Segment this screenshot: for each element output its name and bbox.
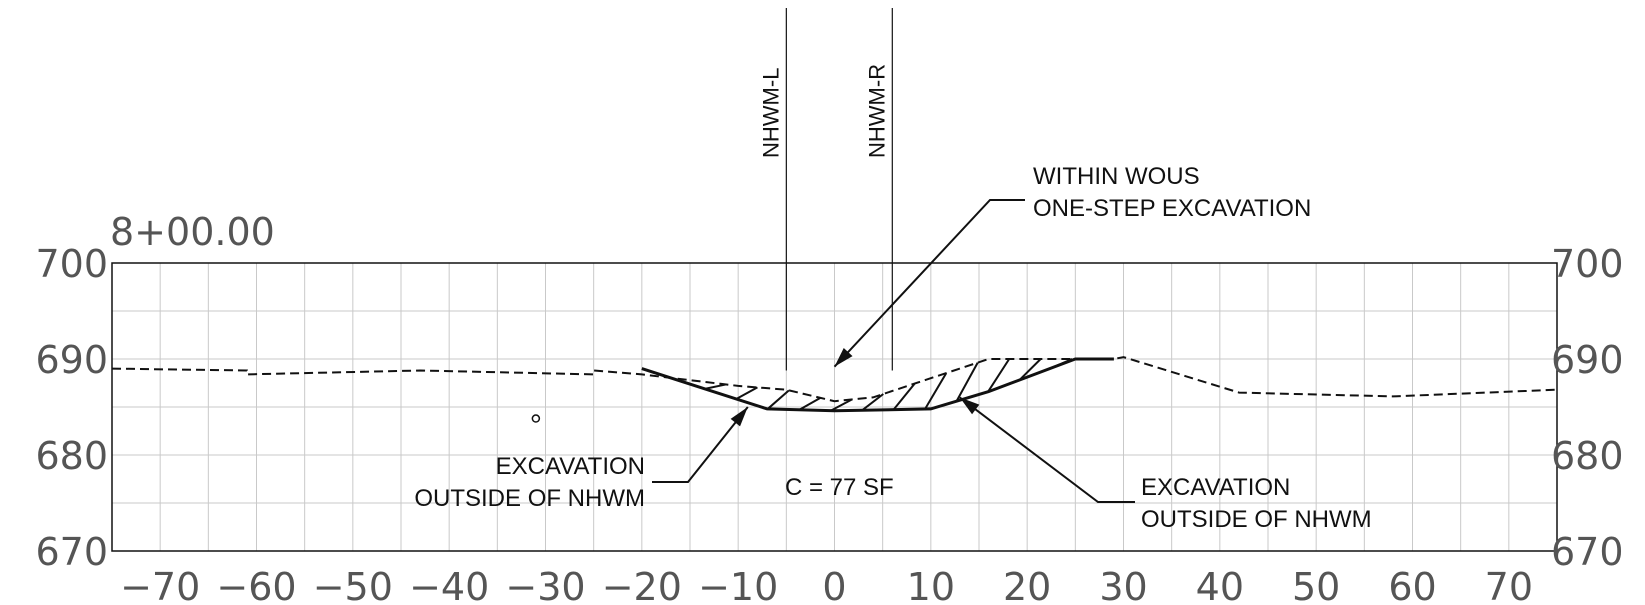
right-excavation-leader — [959, 396, 1135, 503]
x-tick-label: 20 — [1003, 565, 1051, 605]
hatch-line — [987, 358, 1011, 393]
x-tick-label: 30 — [1099, 565, 1147, 605]
right-excavation-label-line-1: EXCAVATION — [1141, 474, 1290, 501]
x-tick-label: 10 — [907, 565, 955, 605]
x-tick-label: 40 — [1196, 565, 1244, 605]
hatch-line — [955, 362, 979, 402]
nhwm-label: NHWM-L — [758, 68, 783, 158]
right-excavation-label-line-2: OUTSIDE OF NHWM — [1141, 506, 1372, 533]
wous-leader-arrowhead — [834, 347, 853, 367]
y-tick-label-right: 700 — [1551, 242, 1624, 286]
right-excavation-leader-arrowhead — [959, 397, 980, 415]
left-excavation-label-line-2: OUTSIDE OF NHWM — [414, 485, 645, 512]
grid — [112, 263, 1557, 551]
x-tick-label: −40 — [409, 565, 489, 605]
wous-label-line-1: WITHIN WOUS — [1033, 163, 1200, 190]
x-tick-label: 60 — [1388, 565, 1436, 605]
station-label: 8+00.00 — [110, 210, 275, 254]
left-excavation-label-line-1: EXCAVATION — [496, 453, 645, 480]
y-tick-label-left: 690 — [35, 338, 108, 382]
y-tick-label-right: 670 — [1551, 530, 1624, 574]
hatch-line — [735, 386, 758, 400]
x-tick-label: −70 — [120, 565, 200, 605]
x-tick-label: −10 — [698, 565, 778, 605]
hatch-line — [830, 398, 853, 412]
hatch-line — [798, 396, 821, 411]
x-tick-label: 70 — [1485, 565, 1533, 605]
nhwm-label: NHWM-R — [864, 64, 889, 158]
y-tick-label-left: 670 — [35, 530, 108, 574]
x-tick-label: −30 — [505, 565, 585, 605]
left-excavation-leader-arrowhead — [730, 407, 748, 427]
y-tick-label-right: 690 — [1551, 338, 1624, 382]
left-excavation-leader — [652, 406, 749, 483]
hatch-line — [924, 372, 948, 410]
x-tick-label: −50 — [313, 565, 393, 605]
plot-frame — [111, 262, 1558, 552]
hatch-line — [892, 382, 916, 411]
y-tick-label-left: 700 — [35, 242, 108, 286]
hatch-line — [1018, 358, 1042, 381]
x-tick-label: −60 — [216, 565, 296, 605]
leaders — [652, 199, 1135, 503]
x-tick-label: 50 — [1292, 565, 1340, 605]
x-tick-label: −20 — [602, 565, 682, 605]
nhwm-lines: NHWM-L NHWM-R — [758, 8, 893, 371]
existing-ground-line — [111, 356, 1558, 403]
excavation-hatching — [704, 358, 1073, 412]
area-label: C = 77 SF — [785, 474, 894, 501]
point-marker — [531, 414, 541, 423]
wous-leader — [833, 199, 1025, 368]
hatch-line — [861, 393, 884, 412]
axis-ticks: −70 −60 −50 −40 −30 −20 −10 0 10 20 30 40 50 60 70 670 6… — [35, 242, 1623, 605]
hatch-line — [704, 383, 727, 390]
hatch-line — [767, 389, 790, 410]
y-tick-label-right: 680 — [1551, 434, 1624, 478]
wous-label-line-2: ONE-STEP EXCAVATION — [1033, 195, 1311, 222]
proposed-excavation-line — [641, 357, 1114, 413]
y-tick-label-left: 680 — [35, 434, 108, 478]
x-tick-label: 0 — [822, 565, 846, 605]
